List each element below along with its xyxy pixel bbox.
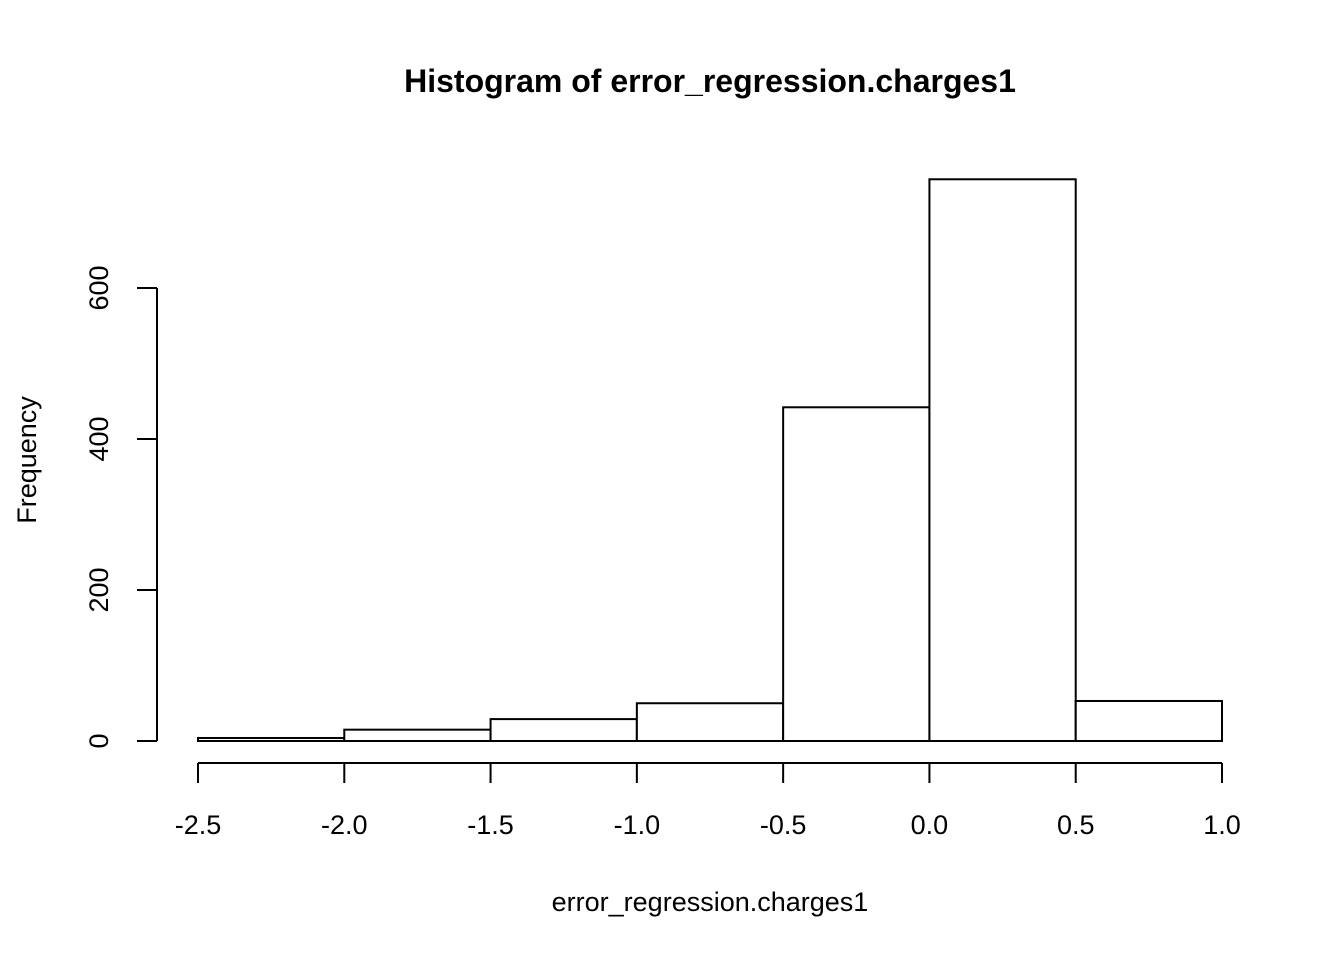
y-tick-label: 200 [84,567,114,612]
x-tick-label: -0.5 [760,810,807,840]
y-tick-label: 400 [84,416,114,461]
y-axis-label: Frequency [12,396,42,524]
x-axis-label: error_regression.charges1 [552,887,869,917]
histogram-bar [635,702,785,742]
chart-title: Histogram of error_regression.charges1 [404,63,1016,99]
x-tick-label: -1.0 [614,810,661,840]
histogram-bars [197,178,1223,742]
y-tick-label: 600 [84,265,114,310]
histogram-bar [1074,699,1223,742]
x-tick-label: -1.5 [467,810,514,840]
x-tick-label: -2.5 [175,810,222,840]
histogram-bar [928,178,1077,742]
x-tick-label: 0.5 [1057,810,1095,840]
y-axis: 0 200 400 600 [84,265,158,749]
x-axis: -2.5 -2.0 -1.5 -1.0 -0.5 0.0 0.5 1.0 [175,762,1241,840]
histogram-bar [489,718,638,742]
histogram-bar [343,728,492,742]
y-tick-label: 0 [84,733,114,748]
x-tick-label: -2.0 [321,810,368,840]
x-tick-label: 0.0 [911,810,949,840]
x-tick-label: 1.0 [1203,810,1241,840]
histogram-bar [197,736,346,742]
histogram-bar [782,406,931,742]
